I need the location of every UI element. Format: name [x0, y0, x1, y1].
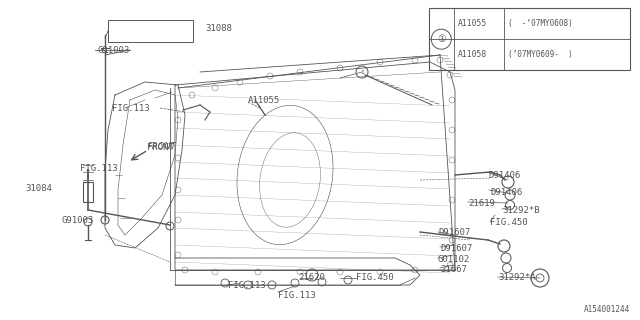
Text: A11055: A11055	[248, 95, 280, 105]
Text: D91406: D91406	[490, 188, 522, 196]
Text: FRONT: FRONT	[147, 142, 174, 151]
Text: 31292*B: 31292*B	[502, 205, 540, 214]
Text: 1: 1	[360, 69, 364, 75]
Text: FIG.113: FIG.113	[112, 103, 150, 113]
Text: FIG.450: FIG.450	[490, 218, 527, 227]
Text: 31088: 31088	[205, 23, 232, 33]
Text: FRONT: FRONT	[148, 141, 177, 150]
Text: G91003: G91003	[62, 215, 94, 225]
Text: A11055: A11055	[458, 19, 487, 28]
Text: D91607: D91607	[438, 228, 470, 236]
Text: 21620: 21620	[298, 274, 325, 283]
Text: FIG.113: FIG.113	[228, 281, 266, 290]
Text: FIG.450: FIG.450	[356, 274, 394, 283]
Text: A154001244: A154001244	[584, 305, 630, 314]
Text: FIG.113: FIG.113	[278, 291, 316, 300]
Text: G91003: G91003	[98, 45, 131, 54]
Text: A11058: A11058	[458, 50, 487, 59]
Text: FIG.113: FIG.113	[80, 164, 118, 172]
Text: ①: ①	[437, 34, 445, 44]
Text: D91406: D91406	[488, 171, 520, 180]
Text: (’07MY0609-  ): (’07MY0609- )	[508, 50, 573, 59]
Text: (  -’07MY0608): ( -’07MY0608)	[508, 19, 573, 28]
Text: 31292*A: 31292*A	[498, 274, 536, 283]
Bar	[83, 182, 93, 202]
Bar	[429, 8, 630, 70]
Text: 21619: 21619	[468, 198, 495, 207]
Text: 21667: 21667	[440, 266, 467, 275]
Text: G01102: G01102	[438, 254, 470, 263]
Bar	[108, 20, 193, 42]
Text: 31084: 31084	[25, 183, 52, 193]
Text: D91607: D91607	[440, 244, 472, 252]
